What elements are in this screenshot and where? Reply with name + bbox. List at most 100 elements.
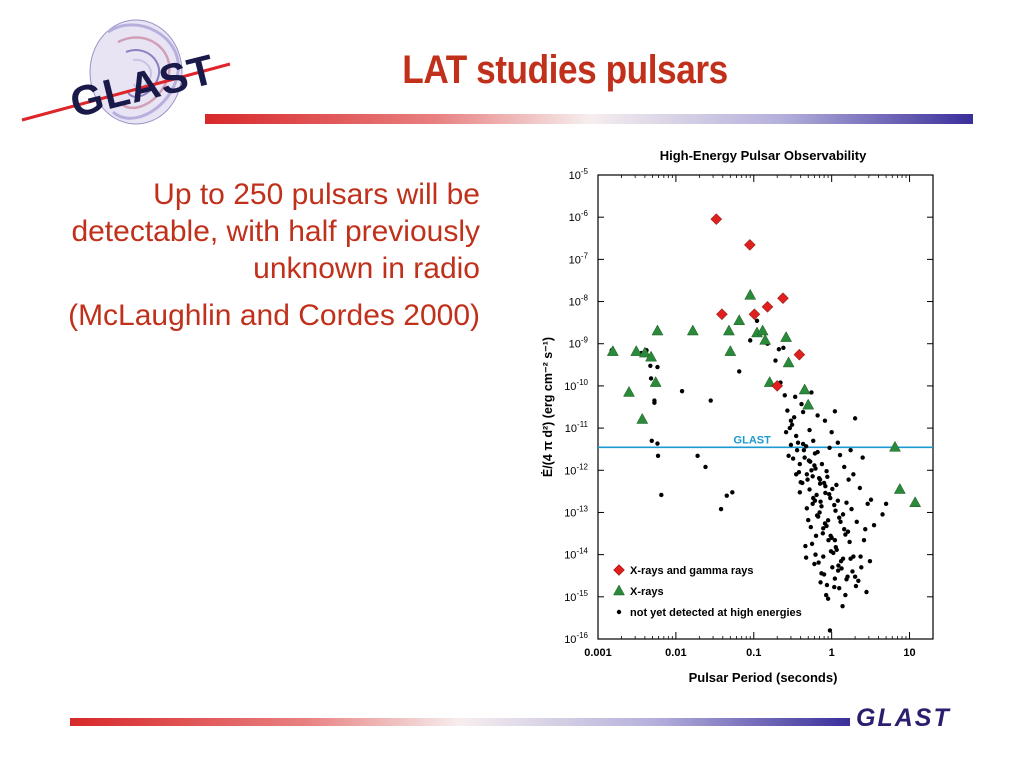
x-tick-label: 0.001 [584,647,612,659]
gamma-pulsar-diamond [710,213,723,225]
pulsar-dot [730,490,735,495]
pulsar-dot [754,318,760,323]
pulsar-dot [871,522,877,528]
pulsar-dot [783,429,789,435]
pulsar-dot [789,422,795,427]
pulsar-dot [648,363,653,368]
pulsar-dot [807,487,812,492]
gamma-pulsar-diamond [716,308,728,321]
pulsar-dot [842,527,847,532]
pulsar-dot [828,495,833,501]
pulsar-dot [814,513,820,518]
pulsar-dot [859,565,864,570]
chart-title: High-Energy Pulsar Observability [660,148,867,163]
pulsar-dot [821,526,826,531]
pulsar-observability-chart: High-Energy Pulsar Observability 10-510-… [540,148,934,685]
pulsar-dot [856,578,861,583]
pulsar-dot [823,490,828,496]
pulsar-dot [806,517,811,523]
pulsar-dot [819,504,824,509]
plot-frame [597,174,934,640]
xray-pulsar-triangle [909,496,922,507]
y-tick-label: 10-13 [564,504,588,519]
pulsar-dot [846,477,851,482]
pulsar-dot [792,394,798,400]
pulsar-dot [837,515,842,520]
glast-logo: GLAST [21,19,231,126]
pulsar-dot [811,438,816,443]
y-tick-label: 10-15 [564,589,588,604]
xray-pulsar-triangle [724,345,737,356]
pulsar-dot [708,398,713,403]
xray-pulsar-triangle [636,412,649,424]
pulsar-dot [652,400,657,405]
gamma-pulsar-diamond [771,380,784,392]
pulsar-dot [824,582,830,588]
pulsar-dot [830,486,835,492]
gamma-pulsar-diamond [743,239,756,251]
pulsar-dot [724,493,729,498]
pulsar-dot [822,418,828,423]
pulsar-dot [816,475,822,481]
pulsar-dot [776,347,782,352]
pulsar-dot [811,495,816,501]
pulsar-dot [812,561,817,567]
pulsar-dot [832,584,837,590]
pulsar-dot [813,533,819,538]
pulsar-dot [832,409,838,414]
pulsar-dot [883,501,889,507]
pulsar-dot [858,554,863,559]
pulsar-dot [865,501,870,507]
x-tick-label: 1 [829,647,835,659]
pulsar-dot [851,472,856,477]
pulsar-dot [837,452,843,458]
pulsar-dot [868,497,874,502]
pulsar-dot [829,429,834,435]
xray-pulsar-triangle [744,288,757,300]
bullet-text: Up to 250 pulsars will be detectable, wi… [71,178,480,285]
pulsar-dot [833,545,838,550]
xray-pulsar-triangle [893,482,906,494]
pulsar-dot [843,592,848,598]
pulsar-dot [819,571,824,576]
pulsar-dot [655,441,660,446]
pulsar-dot [808,524,814,530]
pulsar-dot [851,554,856,559]
pulsar-dot [835,568,841,573]
pulsar-dot [648,376,654,381]
pulsar-dot [835,440,841,445]
pulsar-dot [817,510,822,515]
pulsar-dot [793,472,799,477]
pulsar-dot [844,500,849,505]
pulsar-dot [795,440,801,445]
pulsar-dot [799,401,804,407]
pulsar-dot [791,415,797,420]
y-tick-label: 10-12 [564,462,588,477]
pulsar-dot [821,480,827,486]
pulsar-dot [802,455,807,460]
pulsar-dot [833,508,838,513]
xray-pulsar-triangle [763,376,776,387]
y-tick-label: 10-16 [564,631,588,646]
pulsar-dot [703,464,708,470]
glast-threshold: GLAST [598,434,933,449]
pulsar-dot [840,512,846,517]
pulsar-dot [804,472,810,477]
legend-label: X-rays [630,586,664,598]
glast-threshold-label: GLAST [734,434,772,446]
citation-text: (McLaughlin and Cordes 2000) [68,299,480,332]
pulsar-dot [821,554,826,559]
pulsar-dot [786,453,791,459]
pulsar-dot [820,531,826,536]
pulsar-dot [793,433,799,439]
pulsar-dot [832,576,838,581]
pulsar-dot [828,533,833,538]
pulsar-dot [839,566,844,571]
pulsar-dot [834,482,839,488]
pulsar-dot [659,492,664,498]
y-tick-label: 10-8 [569,294,589,309]
pulsar-dot [781,345,786,351]
pulsar-dot [827,492,832,497]
pulsar-dot [824,469,829,474]
pulsar-dot [827,445,832,451]
